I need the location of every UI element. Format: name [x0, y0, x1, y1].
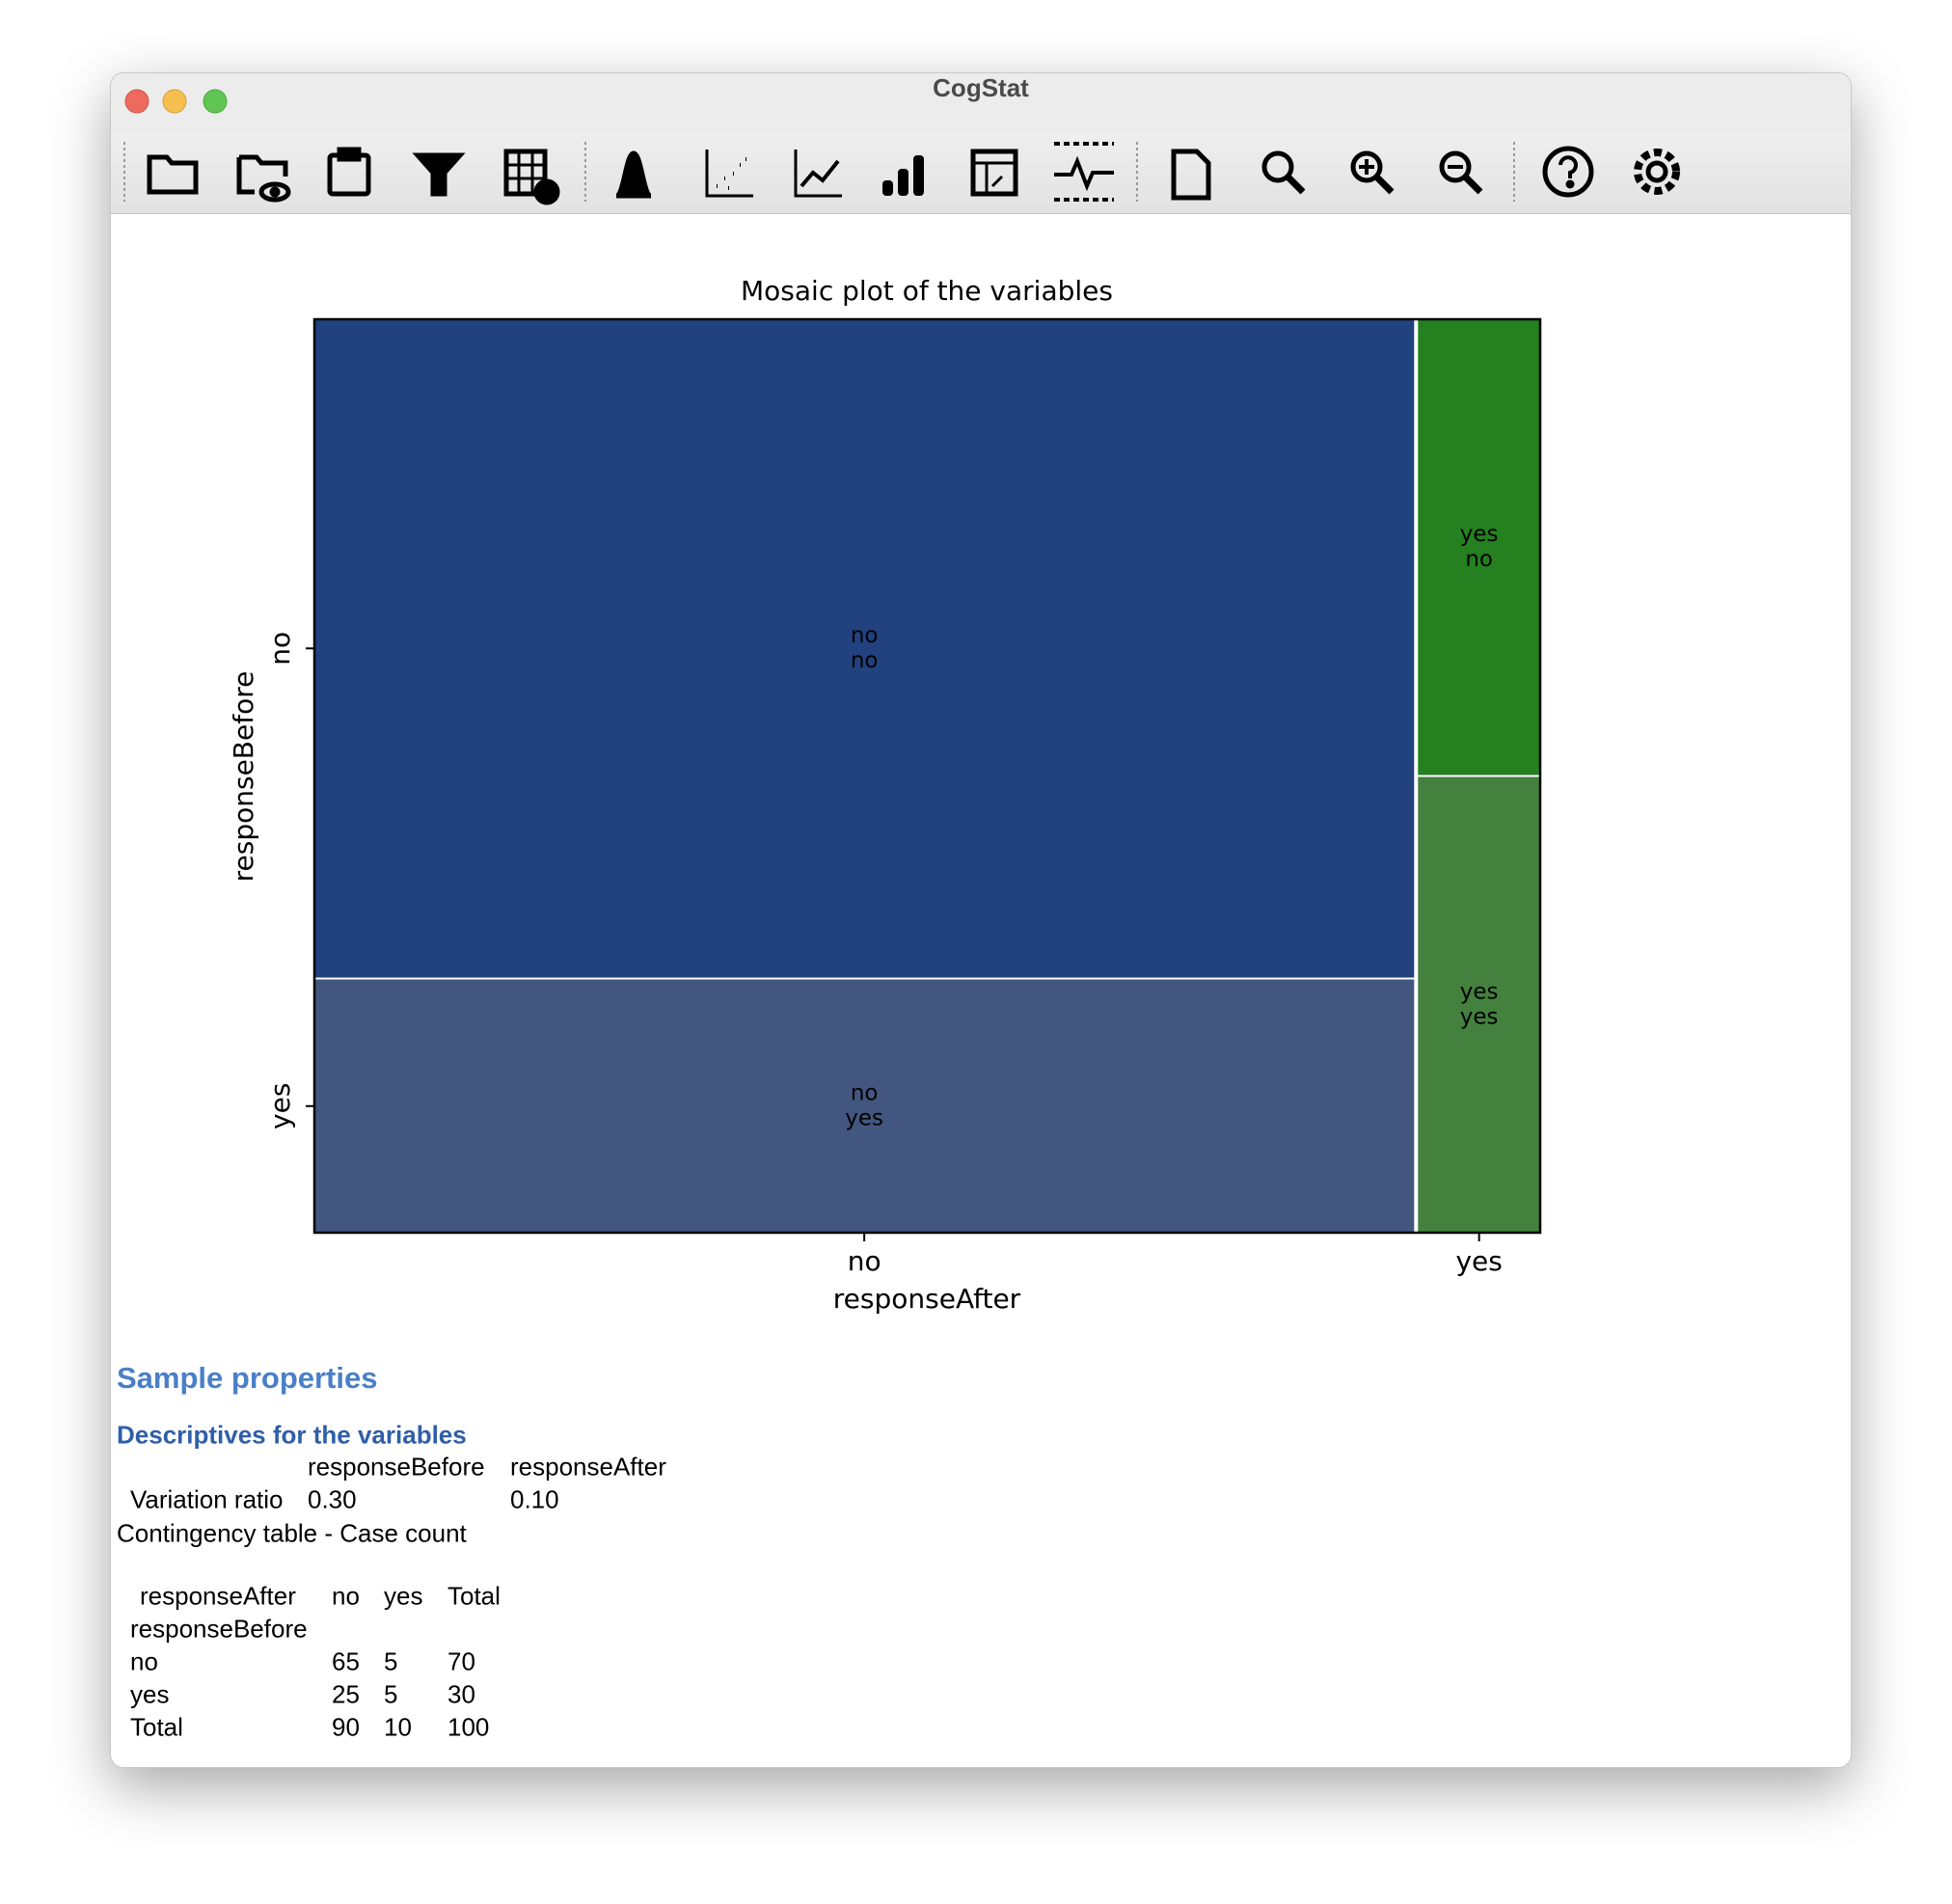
y-tick-label: no	[264, 632, 296, 666]
column-header: responseBefore	[308, 1452, 485, 1482]
cell-label-x: no	[851, 1080, 879, 1105]
row-label: Variation ratio	[130, 1484, 284, 1514]
x-tick-label: yes	[1455, 1245, 1502, 1277]
row-label: Total	[130, 1712, 183, 1742]
section-heading: Sample properties	[117, 1361, 378, 1395]
row-label: yes	[130, 1679, 170, 1709]
mosaic-cell	[1418, 776, 1540, 1233]
paste-icon[interactable]	[327, 147, 371, 197]
cell: 100	[447, 1712, 490, 1742]
cell-label-x: yes	[1460, 522, 1499, 547]
cell: 0.30	[308, 1484, 357, 1514]
cell-label-y: yes	[845, 1105, 883, 1130]
zoom-button[interactable]	[203, 89, 228, 114]
new-icon[interactable]	[1171, 149, 1211, 201]
column-header: responseAfter	[510, 1452, 666, 1482]
minimize-button[interactable]	[162, 89, 187, 114]
close-button[interactable]	[124, 89, 149, 114]
open-view-icon[interactable]	[236, 154, 291, 203]
bar-icon[interactable]	[882, 155, 924, 196]
data-icon[interactable]	[503, 149, 560, 205]
cell: 90	[332, 1712, 360, 1742]
row-label: no	[130, 1646, 158, 1676]
row-header: responseBefore	[130, 1614, 308, 1644]
cell-label-x: yes	[1460, 979, 1499, 1004]
cell: 30	[447, 1679, 475, 1709]
column-header: Total	[447, 1581, 501, 1611]
cell: 65	[332, 1646, 360, 1676]
cell: 5	[384, 1646, 398, 1676]
cell: 10	[384, 1712, 412, 1742]
y-tick-label: yes	[264, 1083, 296, 1129]
column-header: responseAfter	[140, 1581, 296, 1611]
table-title: Contingency table - Case count	[117, 1518, 467, 1548]
cell-label-y: no	[1465, 547, 1493, 572]
cell: 25	[332, 1679, 360, 1709]
plot-frame	[312, 317, 1542, 1235]
mosaic-cell	[314, 979, 1415, 1233]
x-axis-label: responseAfter	[833, 1283, 1021, 1315]
find-icon[interactable]	[1261, 150, 1306, 195]
cell-label-x: no	[851, 623, 879, 648]
compare-icon[interactable]	[970, 149, 1018, 197]
filter-icon[interactable]	[412, 152, 466, 197]
zoom-in-icon[interactable]	[1350, 150, 1395, 195]
toolbar	[111, 130, 1851, 214]
mosaic-cell	[314, 319, 1415, 978]
chart-title: Mosaic plot of the variables	[741, 275, 1113, 307]
zoom-out-icon[interactable]	[1439, 150, 1483, 195]
open-icon[interactable]	[147, 154, 199, 195]
window-title: CogStat	[933, 73, 1029, 102]
column-header: yes	[384, 1581, 423, 1611]
scatter-icon[interactable]	[705, 150, 753, 198]
cell: 70	[447, 1646, 475, 1676]
cell: 0.10	[510, 1484, 559, 1514]
reliability-icon[interactable]	[1054, 142, 1114, 202]
distribution-icon[interactable]	[614, 150, 653, 199]
cell-label-y: no	[851, 648, 879, 673]
help-icon[interactable]	[1542, 146, 1594, 198]
mosaic-cell	[1418, 319, 1540, 775]
line-icon[interactable]	[794, 150, 842, 198]
title-bar: CogStat	[111, 73, 1851, 130]
settings-icon[interactable]	[1634, 149, 1680, 195]
column-header: no	[332, 1581, 360, 1611]
x-tick-label: no	[848, 1245, 881, 1277]
cell-label-y: yes	[1460, 1004, 1499, 1029]
cell: 5	[384, 1679, 398, 1709]
window-controls	[124, 89, 228, 114]
y-axis-label: responseBefore	[228, 671, 259, 883]
subsection-heading: Descriptives for the variables	[117, 1420, 467, 1450]
toolbar-icons	[123, 142, 1680, 205]
